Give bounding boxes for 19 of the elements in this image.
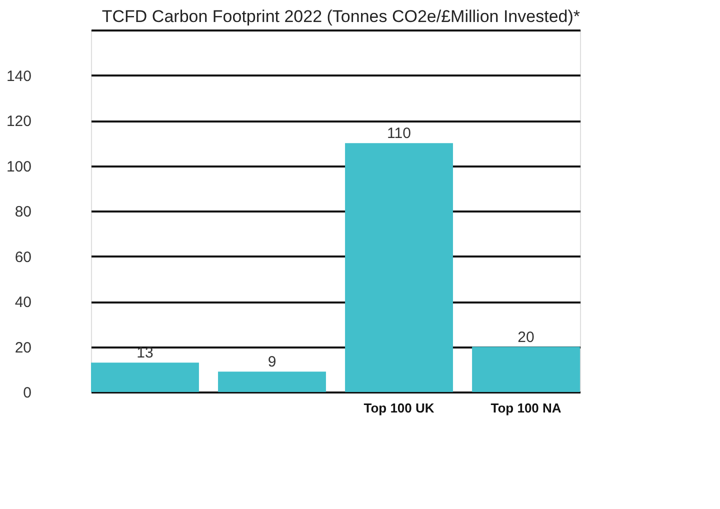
y-tick-label: 140: [6, 68, 32, 85]
y-tick-label: 80: [14, 204, 32, 220]
x-tick-label: Top 100 UK: [364, 400, 435, 416]
bar: [218, 372, 326, 392]
y-tick-label: 40: [14, 294, 32, 311]
y-tick-label: 0: [23, 384, 32, 402]
y-tick-label: 20: [14, 339, 32, 356]
y-tick-label: 100: [6, 158, 32, 176]
bar: [472, 346, 580, 392]
data-label: 20: [518, 328, 534, 346]
x-tick-label: Top 100 NA: [490, 400, 562, 416]
bar: [91, 362, 199, 392]
data-label: 110: [387, 125, 411, 142]
y-tick-label: 60: [14, 248, 32, 266]
y-tick-label: 120: [6, 113, 32, 130]
data-label: 13: [136, 344, 154, 362]
chart-title: TCFD Carbon Footprint 2022 (Tonnes CO2e/£Million Invested)*: [102, 7, 580, 26]
data-label: 9: [268, 354, 276, 371]
bar: [345, 143, 453, 392]
